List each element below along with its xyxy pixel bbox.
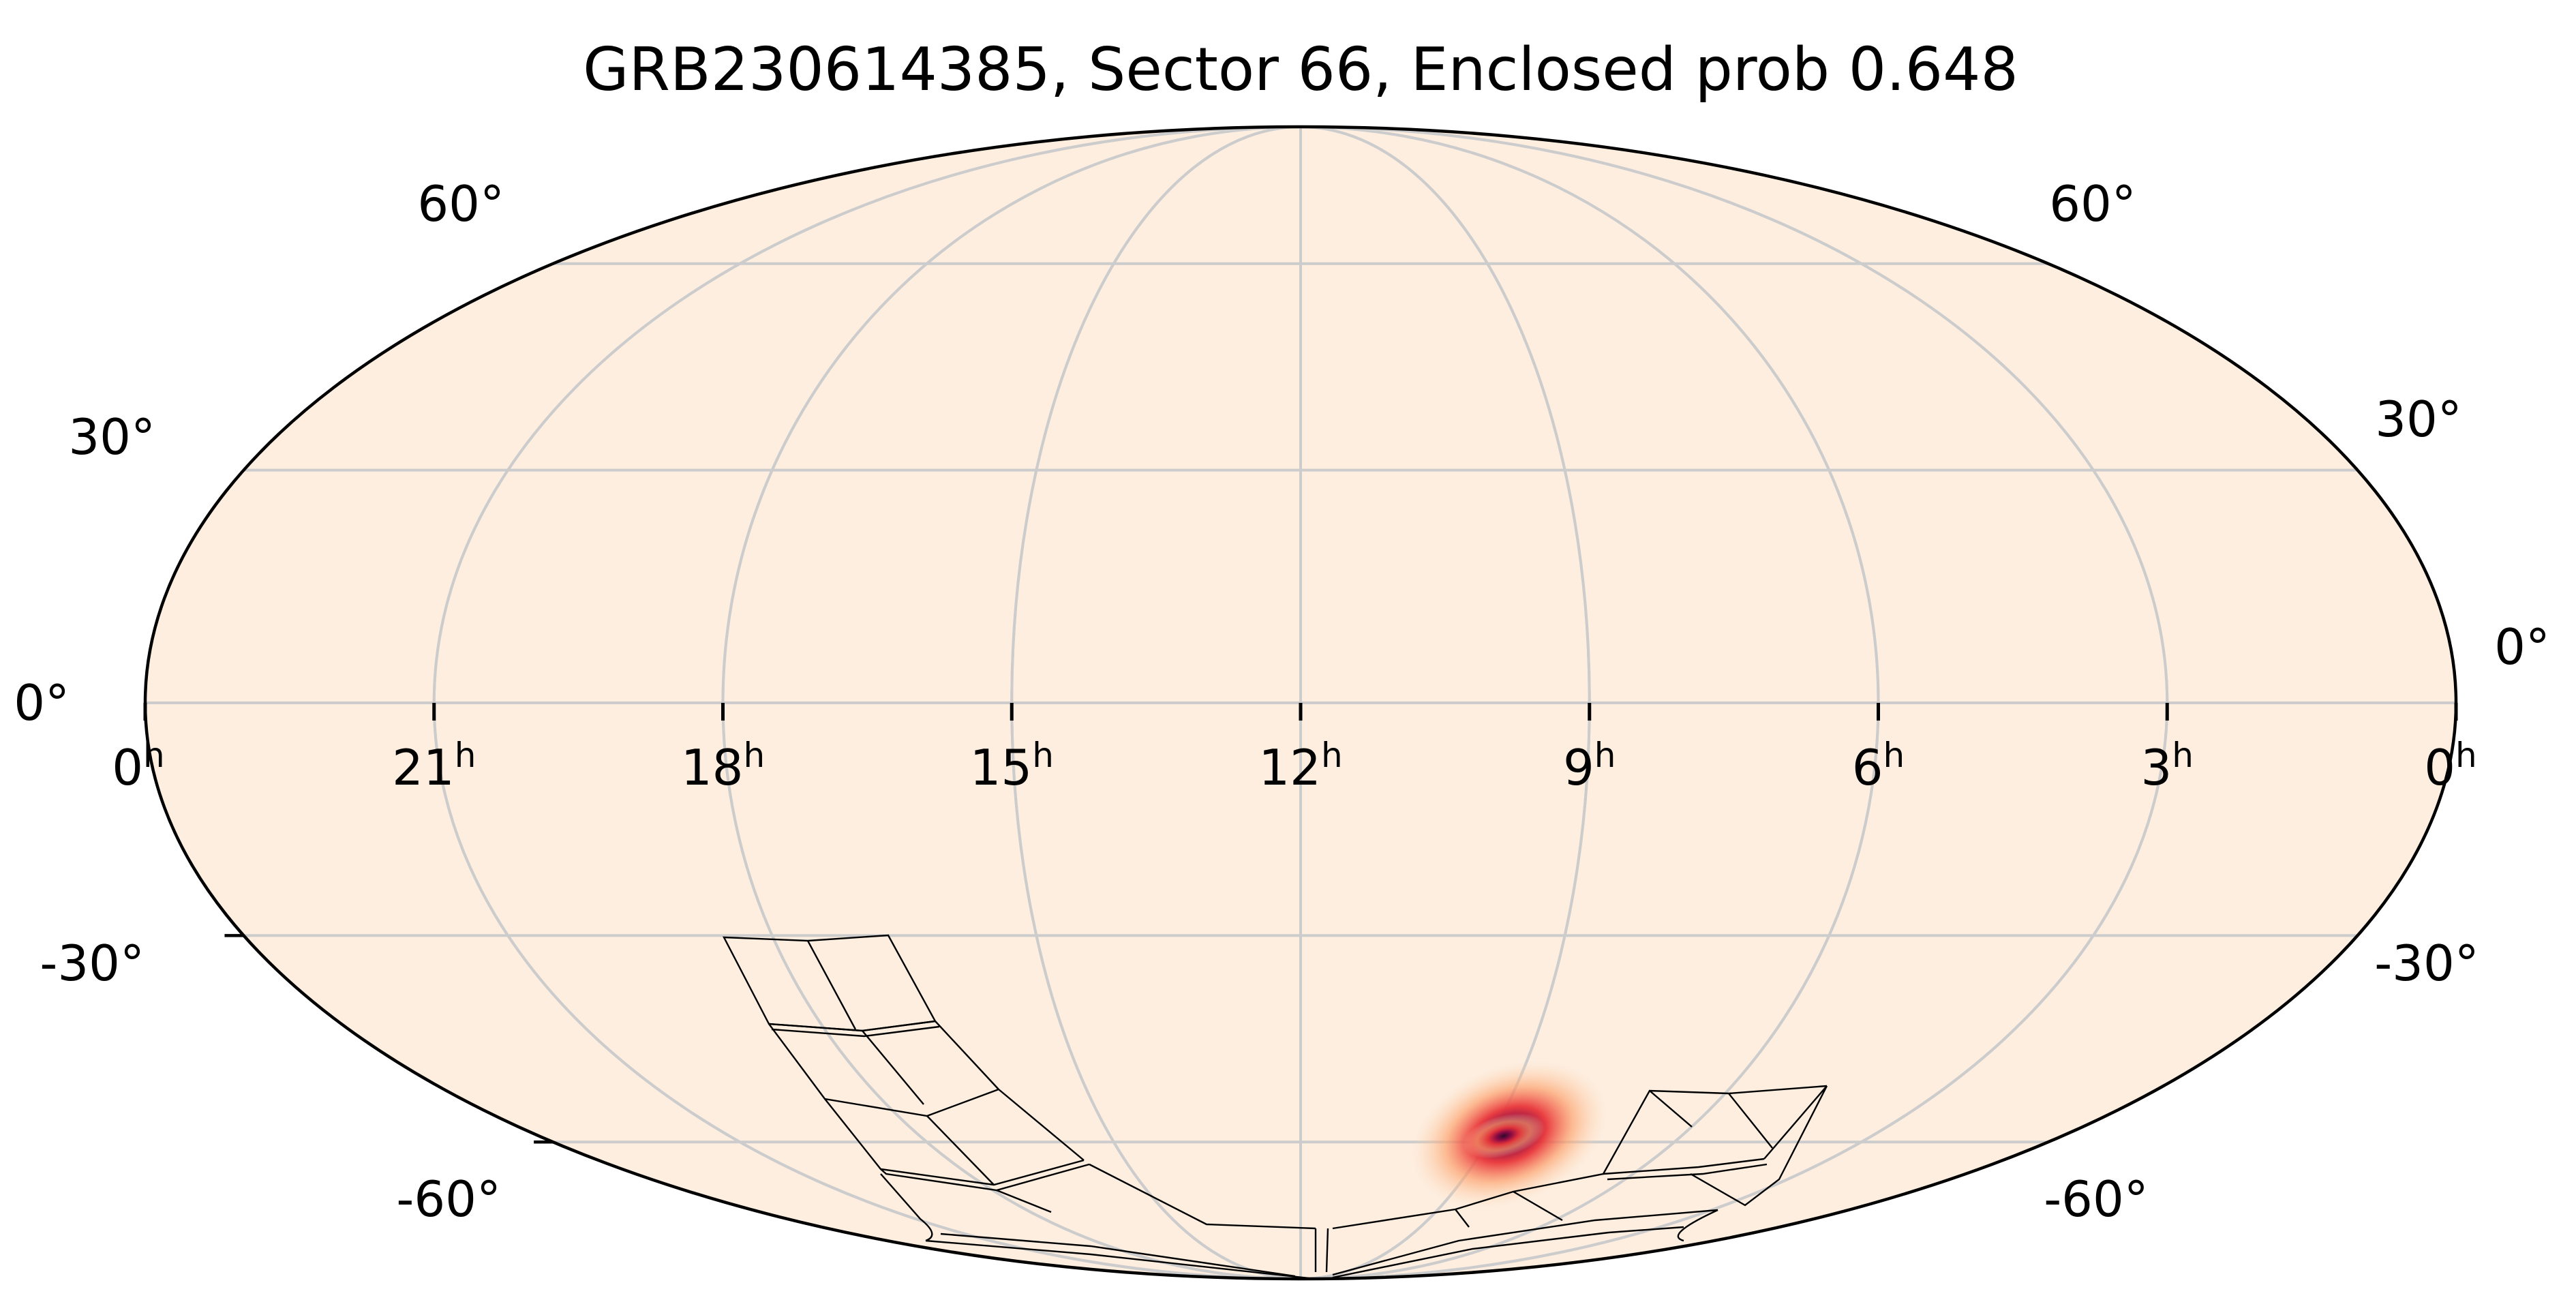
footprint-outline [1332,1226,1684,1279]
footprint-outline [1690,1085,1828,1207]
footprint-outline [806,940,857,1030]
ra-tick-unit: h [1594,736,1616,775]
ra-tick-unit: h [743,736,765,775]
footprint-outline [1455,1209,1470,1228]
ra-tick-unit: h [455,736,476,775]
ra-tick-unit: h [1032,736,1054,775]
ra-tick-unit: h [143,736,165,775]
footprint-outline [1677,1209,1718,1242]
footprint-outline [1603,1158,1765,1175]
dec-tick-label-right: 30° [2375,391,2462,448]
ra-tick-label: 0h [2424,736,2477,796]
footprint-outline [935,1021,999,1090]
dec-tick-label-right: 60° [2049,175,2136,232]
dec-tick-label-right: -30° [2374,935,2479,992]
footprint-outline [880,1173,933,1242]
footprint-outline [771,1025,940,1038]
probability-hotspot [1411,1060,1608,1209]
dec-tick-label-left: -30° [40,935,145,992]
ra-tick-unit: h [1321,736,1343,775]
footprint-outline [1607,1163,1768,1181]
footprint-outline [1089,1163,1316,1230]
footprint-outline [926,1115,995,1185]
footprint-outline [1728,1093,1773,1149]
dec-tick-label-left: -60° [396,1170,501,1228]
dec-tick-label-left: 60° [417,175,504,232]
dec-tick-label-left: 0° [14,674,70,731]
ra-tick-unit: h [2455,736,2477,775]
footprint-outline [1325,1228,1329,1273]
footprint-outline [768,1023,999,1117]
axis-tick-marks [143,703,2458,1144]
hotspot-core [1462,1113,1545,1159]
footprint-outline [996,1189,1052,1213]
footprint-outline [1332,1209,1718,1276]
footprint-outline [862,1030,924,1105]
footprint-outline [1649,1090,1693,1128]
figure-title: GRB230614385, Sector 66, Enclosed prob 0… [583,35,2018,104]
footprint-outline [925,1239,1309,1280]
dec-tick-label-left: 30° [68,408,155,466]
footprint-outline [824,1098,1085,1186]
footprint-outline [940,1233,1296,1278]
footprint-outline [880,1163,1090,1192]
footprint-outline [998,1089,1085,1161]
dec-tick-label-right: -60° [2044,1170,2149,1228]
ra-tick-unit: h [2172,736,2194,775]
footprint-outline [1763,1085,1828,1160]
footprint-outline [1513,1190,1563,1222]
ra-tick-unit: h [1883,736,1905,775]
sector-footprints [722,934,1828,1280]
dec-tick-label-right: 0° [2494,618,2550,676]
